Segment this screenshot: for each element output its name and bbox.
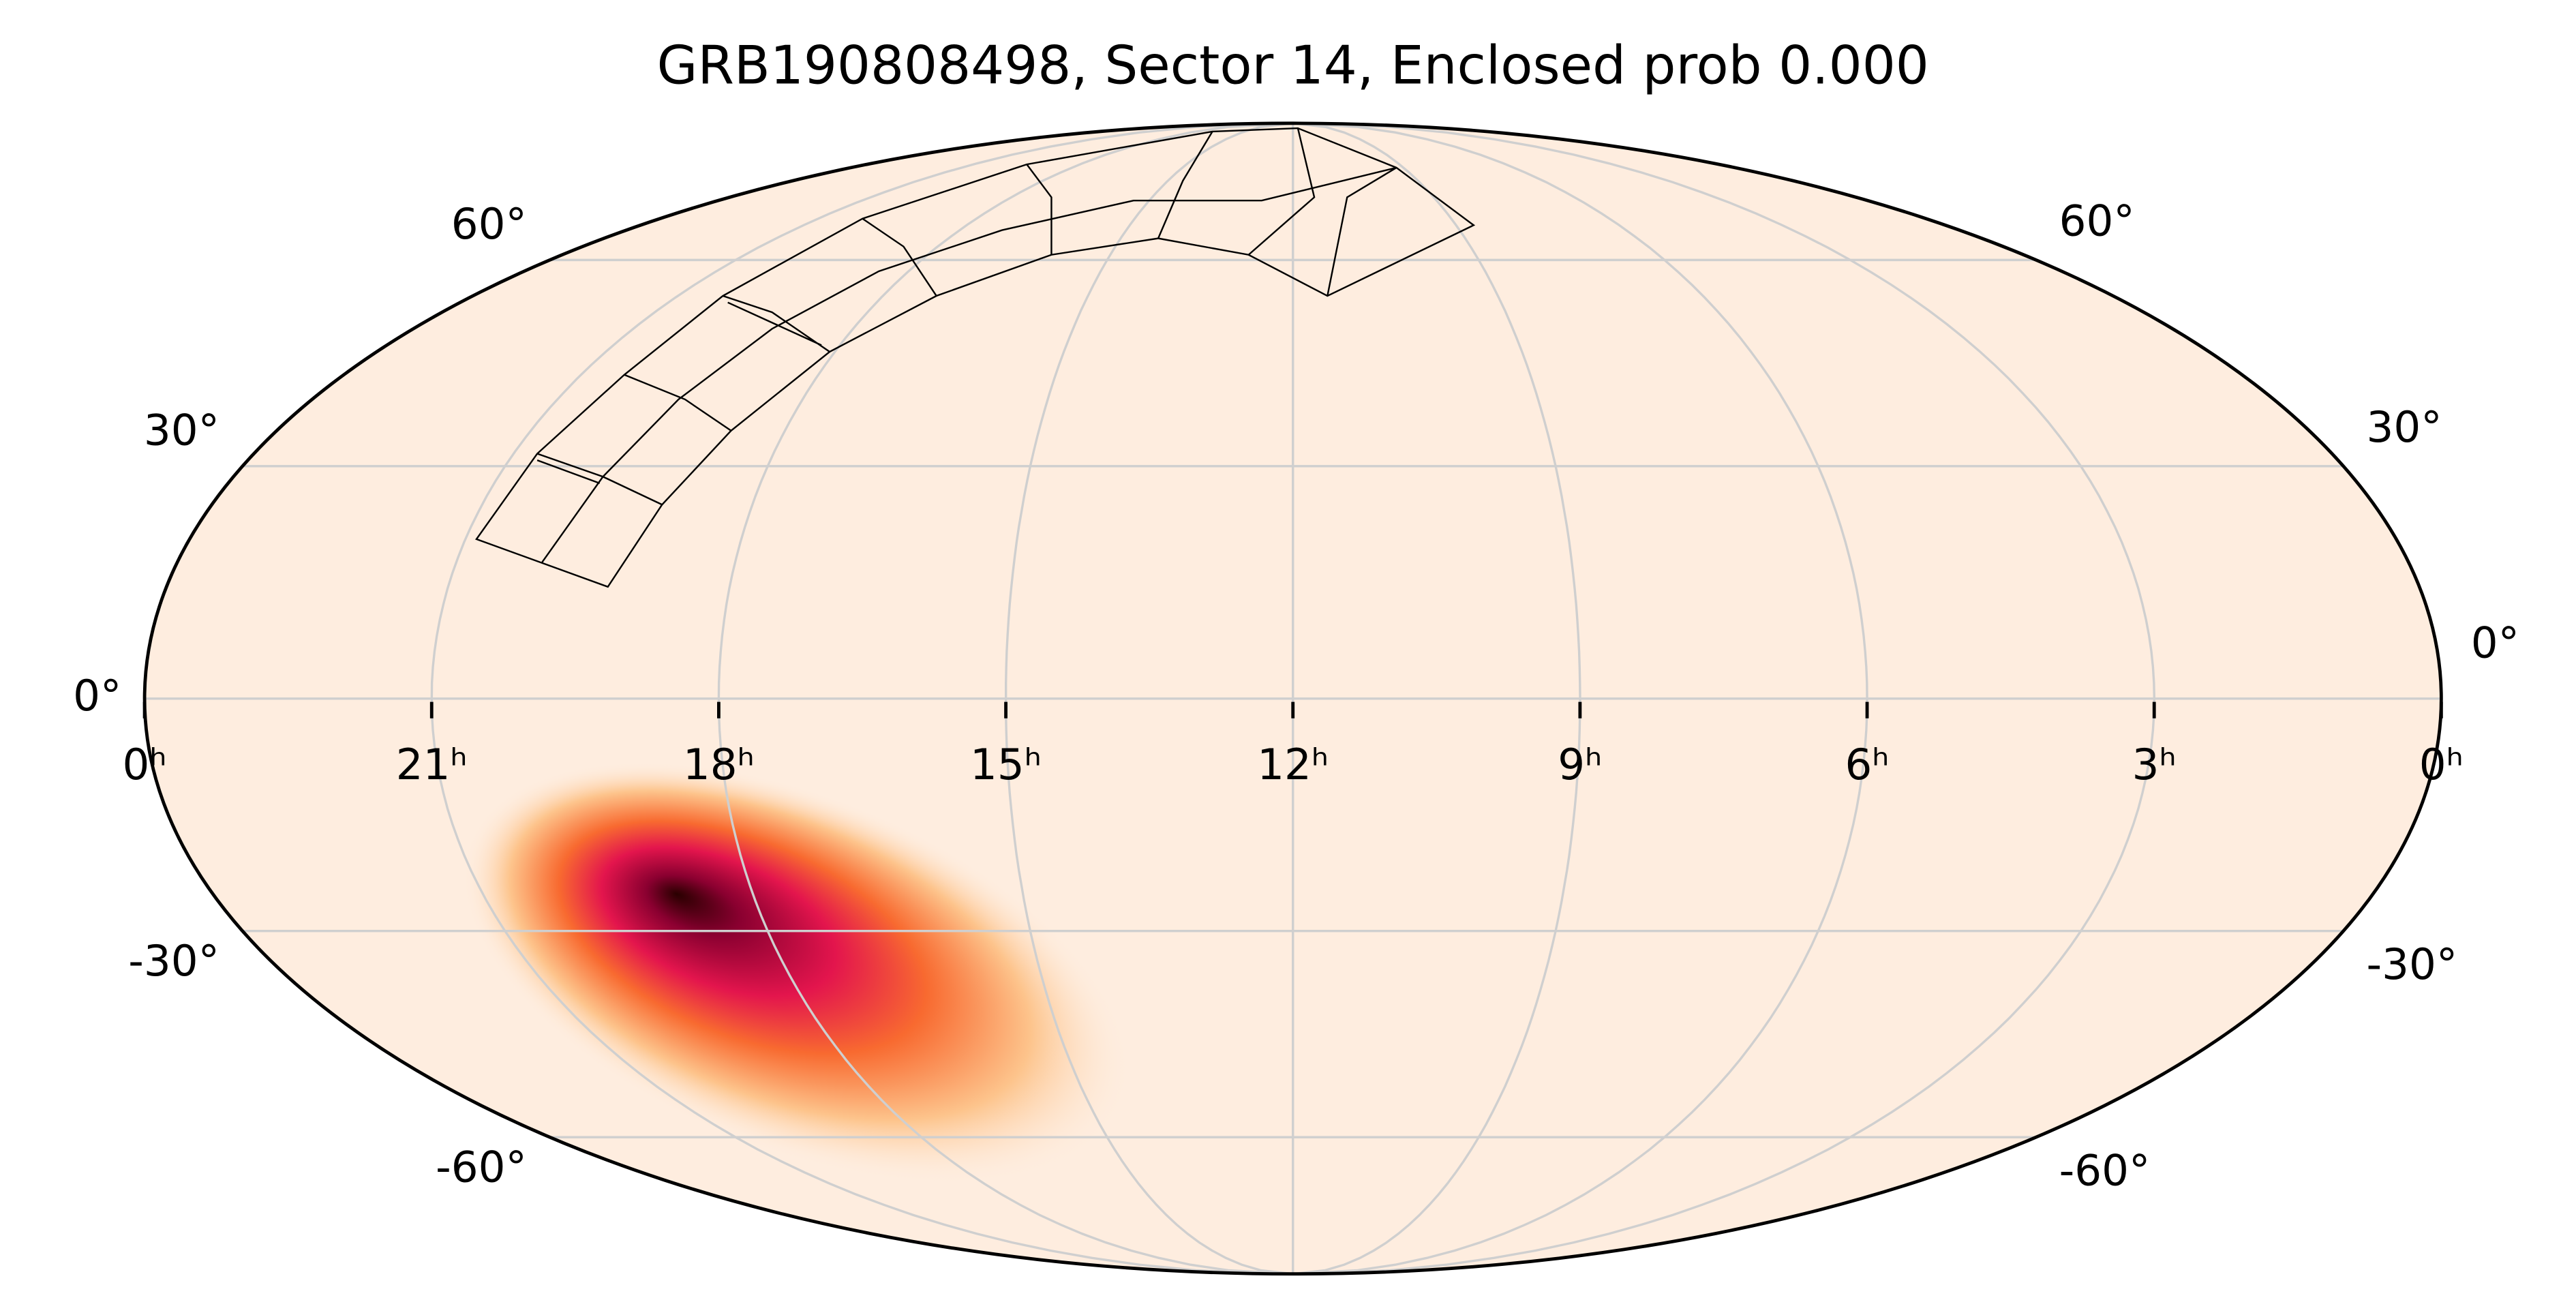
grid xyxy=(145,122,2442,1275)
y-tick-label: -30° xyxy=(2367,939,2458,989)
y-tick-label: 0° xyxy=(2471,618,2519,668)
footprint-ccd-lines xyxy=(536,127,1397,563)
x-tick-label: 0ʰ xyxy=(2419,740,2464,789)
y-tick-label: -60° xyxy=(436,1142,527,1192)
y-tick-label: 0° xyxy=(73,671,121,721)
x-tick-label: 18ʰ xyxy=(683,740,755,789)
x-tick-label: 0ʰ xyxy=(122,740,166,789)
y-tick-label: 60° xyxy=(451,199,527,249)
x-tick-label: 9ʰ xyxy=(1558,740,1602,789)
x-tick-label: 6ʰ xyxy=(1845,740,1889,789)
x-tick-label: 21ʰ xyxy=(396,740,468,789)
probability-region xyxy=(462,761,1132,1185)
y-tick-label: 30° xyxy=(2367,402,2442,452)
y-tick-label: -60° xyxy=(2059,1145,2151,1195)
x-tick-label: 3ʰ xyxy=(2132,740,2177,789)
y-tick-label: 60° xyxy=(2059,196,2135,245)
footprint-outline xyxy=(475,127,1476,588)
y-tick-label: 30° xyxy=(144,406,219,455)
x-tick-label: 12ʰ xyxy=(1257,740,1329,789)
y-tick-label: -30° xyxy=(128,936,219,986)
footprint xyxy=(475,127,1476,588)
chart-title: GRB190808498, Sector 14, Enclosed prob 0… xyxy=(657,35,1929,96)
x-tick-label: 15ʰ xyxy=(970,740,1042,789)
sky-border xyxy=(142,121,2443,1276)
probability-map xyxy=(462,761,1132,1185)
